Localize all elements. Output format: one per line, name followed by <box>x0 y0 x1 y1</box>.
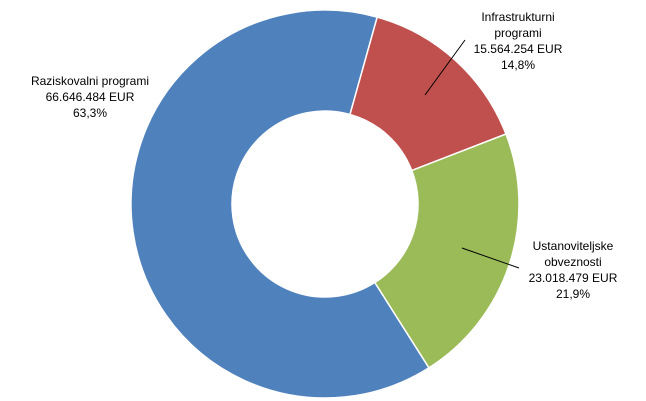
slice <box>130 9 430 399</box>
slice <box>373 133 520 369</box>
label-value: 66.646.484 EUR <box>45 90 135 104</box>
label-value: 23.018.479 EUR <box>528 271 618 285</box>
label-percent: 14,8% <box>500 58 536 72</box>
data-label: Raziskovalni programi 66.646.484 EUR 63,… <box>10 73 170 121</box>
slice <box>349 16 507 172</box>
data-label: Infrastrukturni programi 15.564.254 EUR … <box>448 9 588 73</box>
label-percent: 63,3% <box>72 106 108 120</box>
label-percent: 21,9% <box>555 287 591 301</box>
leader-line <box>424 39 466 96</box>
leader-line <box>461 247 520 269</box>
label-name: Raziskovalni programi <box>30 74 150 88</box>
data-label: Ustanoviteljske obveznosti 23.018.479 EU… <box>503 238 643 302</box>
label-value: 15.564.254 EUR <box>473 42 563 56</box>
label-name: Infrastrukturni programi <box>481 10 555 40</box>
label-name: Ustanoviteljske obveznosti <box>532 239 614 269</box>
